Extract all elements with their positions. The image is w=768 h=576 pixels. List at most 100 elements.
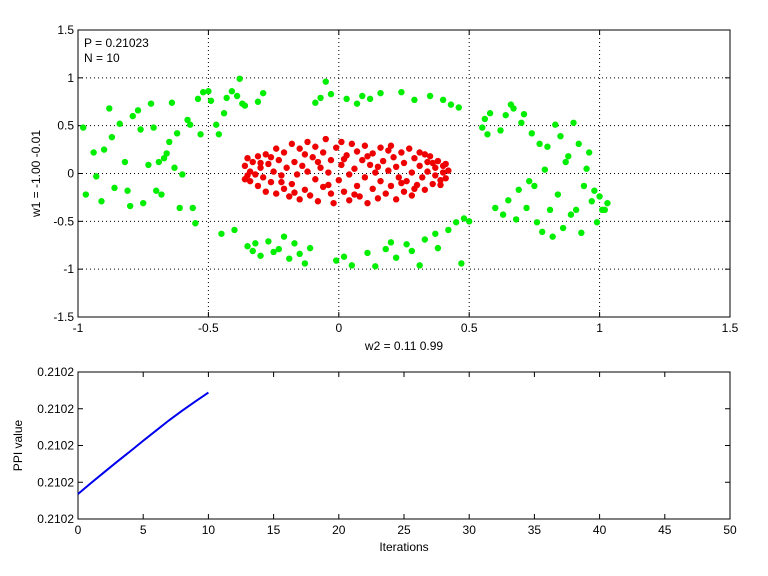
green-data-point	[257, 252, 264, 259]
green-data-point	[301, 260, 309, 267]
y-tick-label: 0	[67, 167, 74, 181]
red-data-point	[361, 174, 369, 181]
green-data-point	[562, 158, 569, 166]
green-data-point	[403, 241, 410, 248]
red-data-point	[340, 188, 348, 195]
red-data-point	[416, 162, 423, 170]
scatter-plot-panel: -1 -0.5 0 0.5 1 1.5-1.5-1-0.500.511.5w2 = 0.1…	[29, 23, 739, 353]
green-data-point	[291, 240, 298, 247]
green-data-point	[90, 149, 97, 156]
y-tick-label: -1	[63, 262, 74, 276]
x-tick-label: 20	[332, 523, 346, 537]
green-data-point	[533, 219, 541, 226]
red-data-point	[327, 156, 335, 164]
green-data-point	[377, 89, 384, 97]
x-tick-label: 30	[463, 523, 477, 537]
red-data-point	[325, 181, 332, 189]
red-data-point	[314, 158, 322, 166]
red-data-point	[291, 158, 298, 166]
y-tick-label: 0.2102	[37, 402, 74, 416]
green-data-point	[518, 119, 525, 126]
green-data-point	[434, 244, 442, 252]
x-tick-label: 45	[658, 523, 672, 537]
red-data-point	[385, 147, 392, 154]
green-data-point	[411, 96, 418, 104]
green-data-point	[546, 206, 554, 214]
green-data-point	[332, 257, 340, 264]
green-data-point	[408, 247, 416, 255]
red-data-point	[387, 142, 395, 149]
red-data-point	[411, 154, 418, 162]
green-data-point	[147, 100, 155, 107]
red-data-point	[437, 176, 444, 184]
green-data-point	[140, 199, 147, 207]
red-data-point	[432, 164, 439, 171]
red-data-point	[267, 178, 275, 186]
red-data-point	[439, 169, 447, 176]
green-data-point	[194, 95, 202, 103]
x-tick-label: 0	[335, 321, 342, 335]
x-tick-label: -0.5	[198, 321, 219, 335]
red-data-point	[296, 145, 303, 152]
green-data-point	[372, 263, 379, 270]
green-data-point	[580, 182, 588, 190]
green-data-point	[528, 130, 535, 137]
red-data-point	[299, 162, 306, 170]
red-data-point	[309, 154, 316, 161]
red-data-point	[351, 165, 358, 172]
green-data-point	[593, 219, 601, 226]
y-tick-label: 0.2102	[37, 475, 74, 489]
green-data-point	[134, 107, 142, 114]
red-data-point	[304, 138, 311, 146]
green-data-point	[359, 92, 366, 100]
green-data-point	[554, 191, 562, 198]
green-data-point	[252, 240, 259, 247]
green-data-point	[306, 244, 314, 252]
red-data-point	[377, 144, 384, 151]
green-data-point	[340, 253, 348, 260]
red-data-point	[330, 199, 337, 207]
red-data-point	[434, 157, 442, 165]
red-data-point	[270, 168, 277, 175]
red-data-point	[406, 145, 413, 152]
red-data-point	[426, 153, 434, 160]
green-data-point	[382, 245, 389, 253]
red-data-point	[374, 163, 382, 171]
green-data-point	[249, 247, 256, 255]
red-data-point	[387, 182, 395, 190]
green-data-point	[549, 233, 556, 240]
green-data-point	[173, 130, 181, 137]
green-data-point	[392, 254, 400, 261]
red-data-point	[325, 169, 332, 176]
green-data-point	[160, 154, 168, 162]
red-data-point	[280, 149, 288, 156]
red-data-point	[267, 154, 275, 161]
red-data-point	[445, 167, 452, 174]
red-data-point	[254, 182, 262, 190]
green-data-point	[481, 115, 489, 123]
x-tick-label: 40	[593, 523, 607, 537]
green-data-point	[531, 182, 538, 190]
red-data-point	[304, 168, 311, 175]
red-data-point	[296, 196, 303, 203]
red-data-point	[291, 189, 298, 196]
red-data-point	[262, 151, 269, 158]
red-data-point	[249, 158, 256, 166]
y-tick-label: 1	[67, 71, 74, 85]
green-data-point	[486, 110, 494, 117]
red-data-point	[442, 160, 449, 168]
red-data-point	[283, 164, 290, 171]
green-data-point	[512, 216, 520, 223]
annotation-text: N = 10	[84, 51, 120, 65]
x-tick-label: 15	[267, 523, 281, 537]
green-data-point	[168, 99, 176, 106]
green-data-point	[353, 100, 361, 107]
x-axis-label: Iterations	[379, 540, 428, 554]
green-data-point	[259, 89, 267, 97]
axes-frame	[77, 371, 731, 520]
green-data-point	[502, 111, 509, 119]
green-data-point	[82, 191, 90, 198]
red-data-point	[359, 156, 366, 164]
red-data-point	[340, 155, 348, 163]
red-data-point	[364, 153, 371, 160]
